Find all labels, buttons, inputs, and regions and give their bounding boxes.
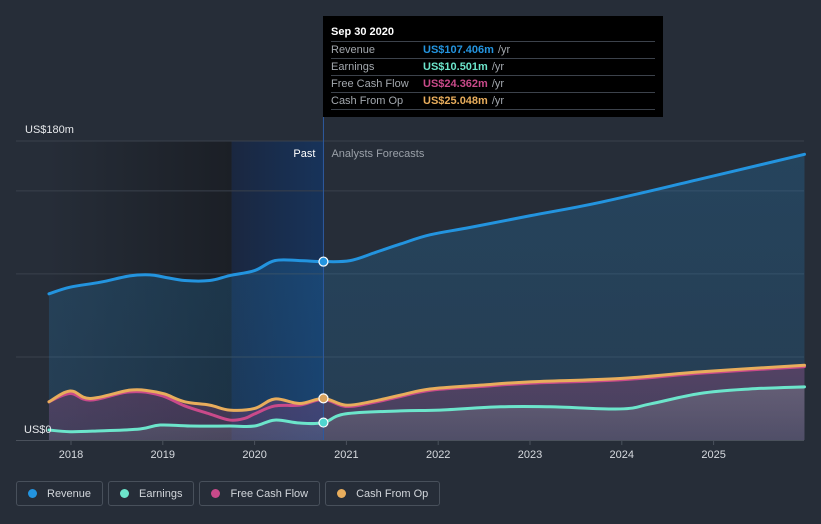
tooltip-value: US$10.501m xyxy=(423,61,488,73)
tooltip-value: US$107.406m xyxy=(423,44,494,56)
x-tick-label: 2023 xyxy=(518,449,542,461)
x-tick-label: 2022 xyxy=(426,449,450,461)
revenue-area xyxy=(48,154,805,441)
legend-label: Revenue xyxy=(47,487,92,500)
chart[interactable]: 2018 2019 2020 2021 2022 2023 2024 2025 US$180m… xyxy=(0,0,821,470)
legend-item-earnings[interactable]: Earnings xyxy=(108,481,195,506)
legend-label: Earnings xyxy=(139,487,183,500)
legend-item-cash-from-op[interactable]: Cash From Op xyxy=(325,481,441,506)
legend-item-revenue[interactable]: Revenue xyxy=(16,481,104,506)
legend: Revenue Earnings Free Cash Flow Cash Fro… xyxy=(16,481,441,506)
x-tick-label: 2025 xyxy=(701,449,725,461)
tooltip: Sep 30 2020 Revenue US$107.406m /yr Earn… xyxy=(323,16,663,117)
cash-from-op-line xyxy=(47,363,806,412)
x-tick-label: 2019 xyxy=(151,449,175,461)
revenue-line xyxy=(47,152,806,296)
earnings-dot-icon xyxy=(120,489,130,498)
tooltip-row-cash-from-op: Cash From Op US$25.048m /yr xyxy=(331,93,655,110)
x-tick-label: 2020 xyxy=(242,449,266,461)
y-axis-bottom-label: US$0 xyxy=(24,424,52,436)
cash-from-op-dot-icon xyxy=(337,489,347,498)
tooltip-unit: /yr xyxy=(491,95,505,107)
legend-label: Free Cash Flow xyxy=(230,487,309,500)
tooltip-unit: /yr xyxy=(491,78,505,90)
legend-label: Cash From Op xyxy=(356,487,429,500)
tooltip-label: Free Cash Flow xyxy=(331,78,409,90)
revenue-highlight-point[interactable] xyxy=(318,256,329,267)
tooltip-date: Sep 30 2020 xyxy=(331,24,655,42)
x-tick-label: 2018 xyxy=(59,449,83,461)
past-label: Past xyxy=(293,148,315,160)
tooltip-label: Revenue xyxy=(331,44,376,56)
revenue-dot-icon xyxy=(28,489,37,498)
y-axis-top-label: US$180m xyxy=(25,124,74,136)
analysts-forecasts-label: Analysts Forecasts xyxy=(331,148,424,160)
tooltip-value: US$25.048m xyxy=(423,95,488,107)
tooltip-row-earnings: Earnings US$10.501m /yr xyxy=(331,59,655,76)
tooltip-label: Cash From Op xyxy=(331,95,404,107)
tooltip-value: US$24.362m xyxy=(423,78,488,90)
x-tick-label: 2024 xyxy=(610,449,634,461)
legend-item-free-cash-flow[interactable]: Free Cash Flow xyxy=(199,481,321,506)
earnings-highlight-point[interactable] xyxy=(318,417,329,428)
tooltip-unit: /yr xyxy=(491,61,505,73)
tooltip-row-revenue: Revenue US$107.406m /yr xyxy=(331,42,655,59)
tooltip-label: Earnings xyxy=(331,61,375,73)
x-tick-label: 2021 xyxy=(334,449,358,461)
cash-from-op-highlight-point[interactable] xyxy=(318,393,329,404)
tooltip-unit: /yr xyxy=(497,44,511,56)
free-cash-flow-dot-icon xyxy=(211,489,221,498)
tooltip-row-free-cash-flow: Free Cash Flow US$24.362m /yr xyxy=(331,76,655,93)
